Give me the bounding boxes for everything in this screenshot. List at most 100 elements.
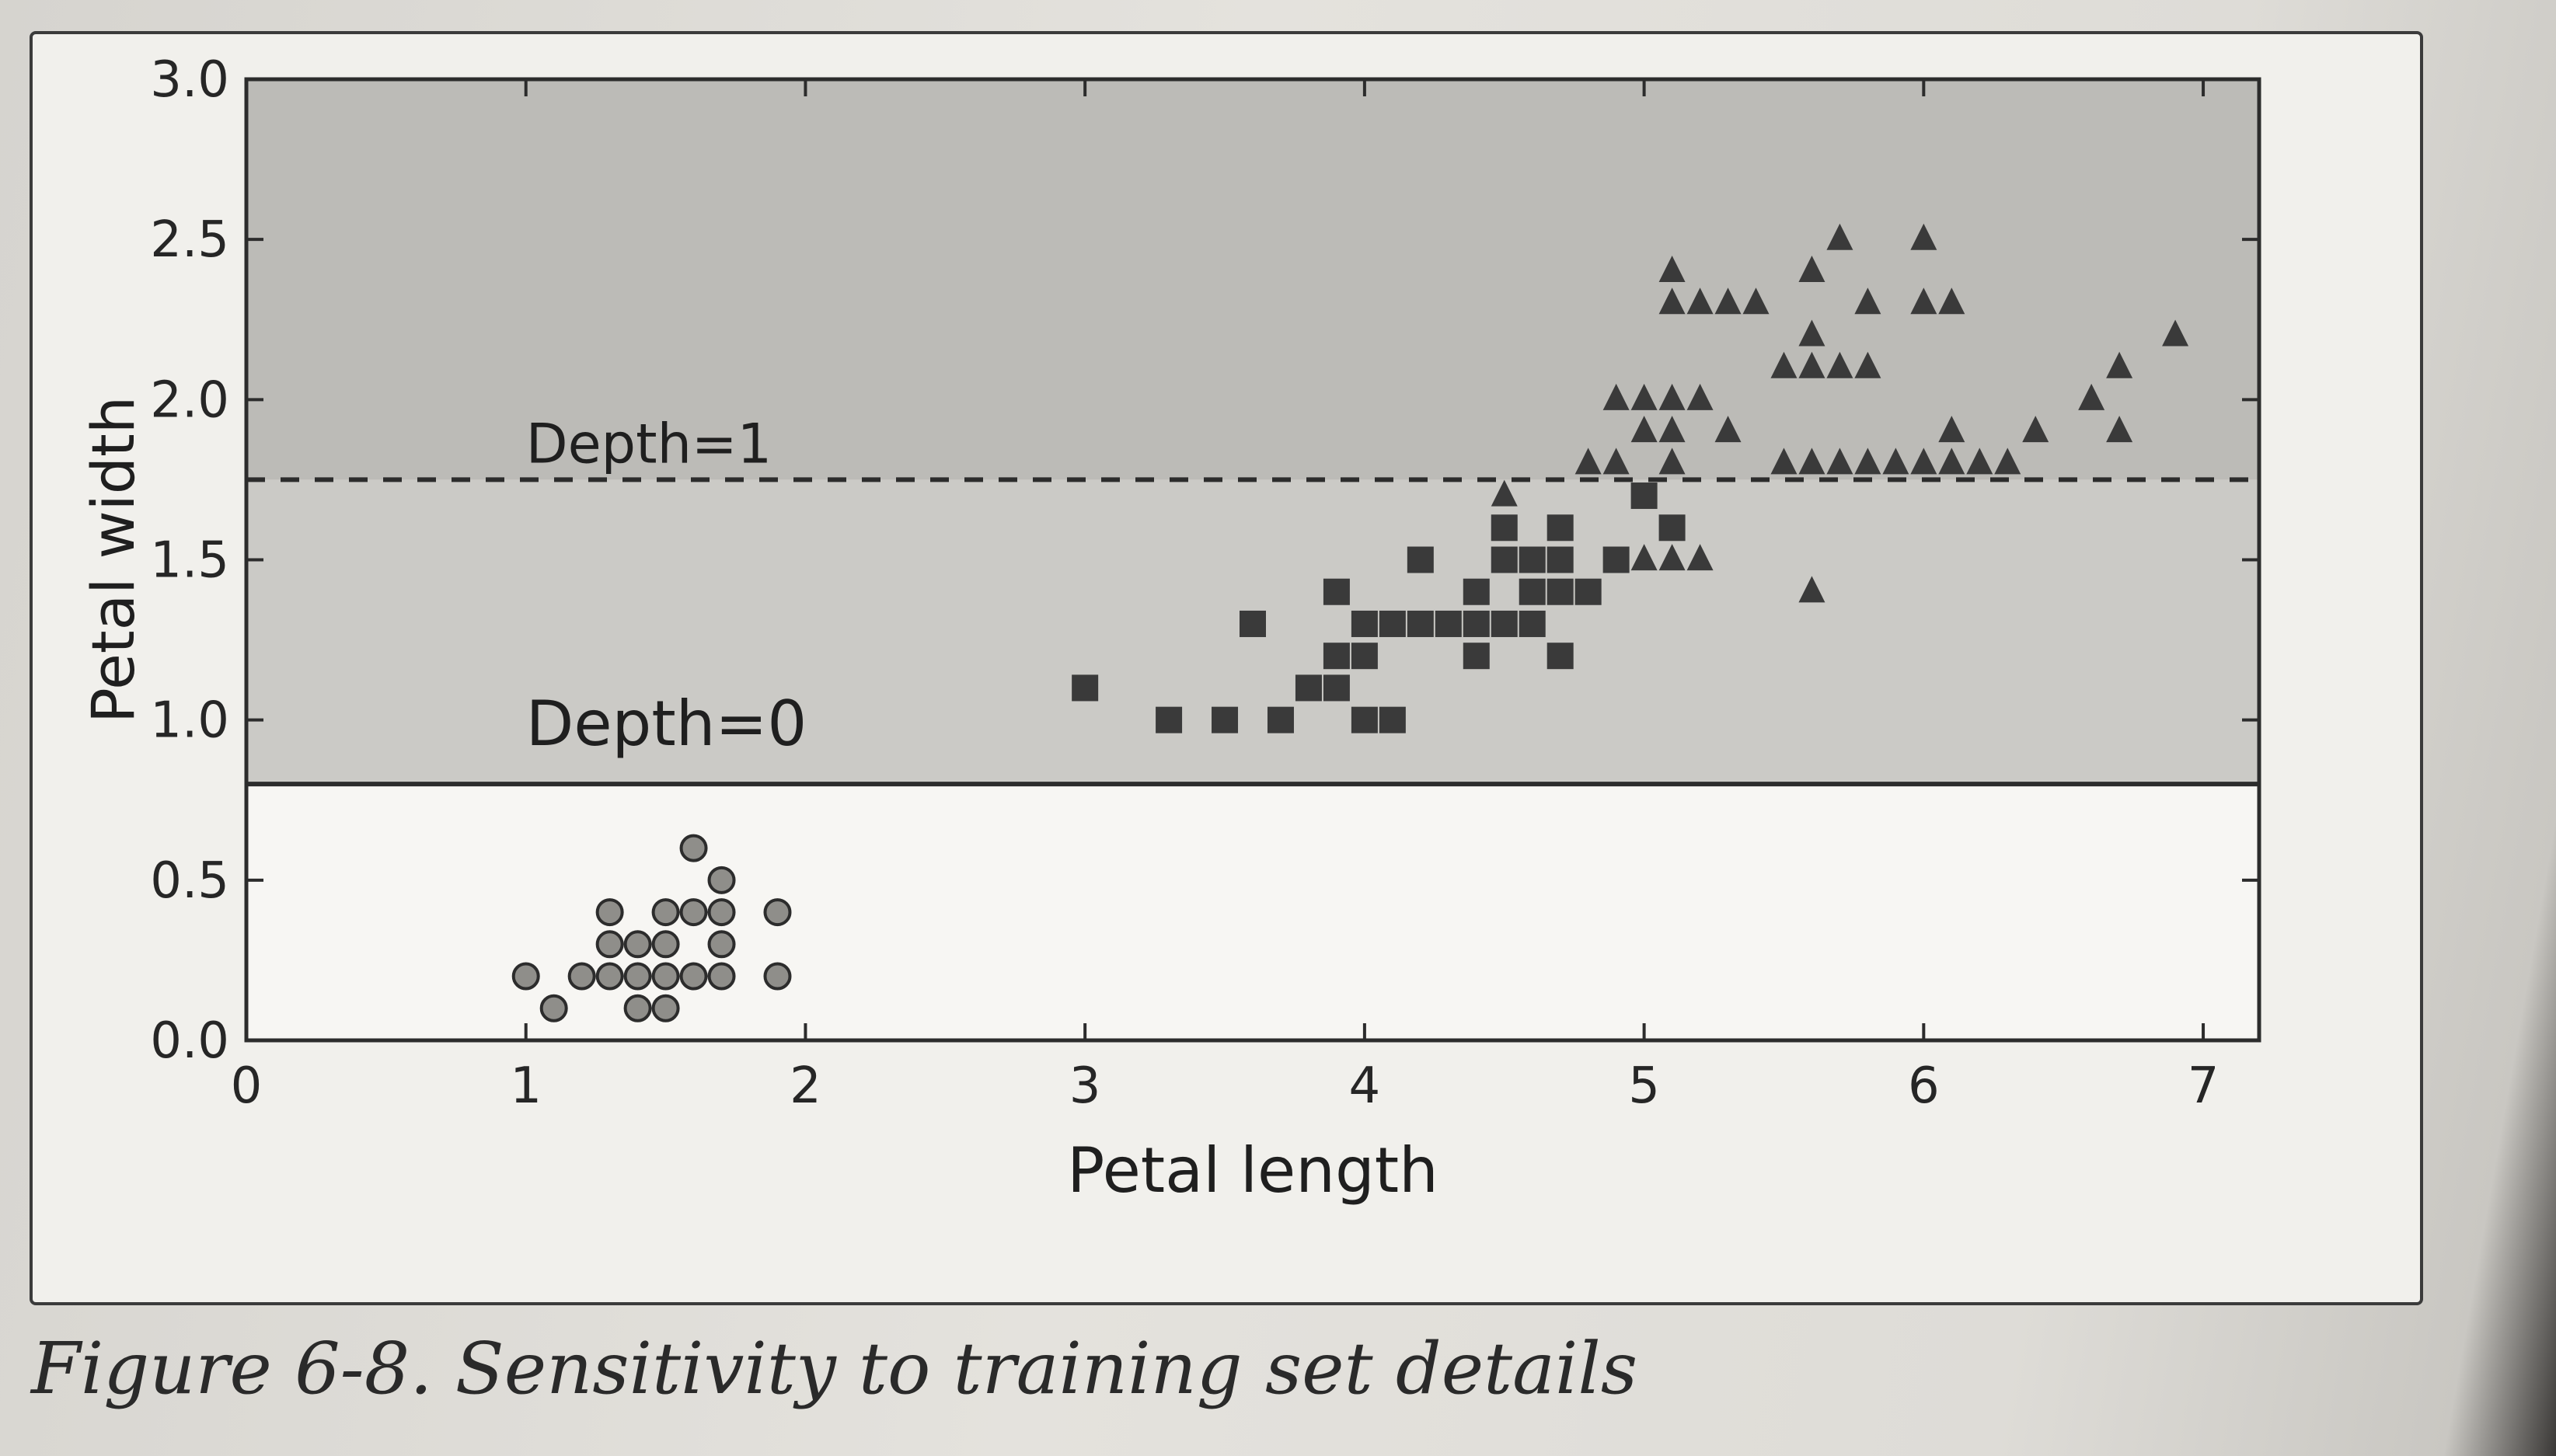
circle-point [595, 930, 624, 959]
triangle-point [1938, 416, 1965, 443]
square-point [1212, 706, 1239, 733]
region-0 [246, 784, 2259, 1040]
region-2 [246, 79, 2259, 480]
square-point [1156, 706, 1183, 733]
x-tick-label: 4 [1349, 1057, 1381, 1115]
triangle-point [1854, 287, 1881, 315]
circle-point [651, 962, 680, 991]
circle-point [707, 962, 736, 991]
triangle-point [1770, 351, 1798, 378]
square-point [1491, 514, 1518, 542]
y-tick-label: 0.5 [150, 852, 229, 910]
triangle-point [1910, 287, 1937, 315]
circle-point [763, 962, 792, 991]
triangle-point [1854, 448, 1881, 475]
x-tick-label: 3 [1069, 1057, 1101, 1115]
triangle-point [1630, 544, 1658, 571]
circle-point [679, 898, 708, 927]
square-point [1323, 578, 1350, 605]
triangle-point [1798, 256, 1825, 282]
series-triangle [1491, 223, 2189, 603]
circle-point [679, 962, 708, 991]
circle-point [595, 898, 624, 927]
circle-point [707, 930, 736, 959]
square-point [1547, 578, 1574, 605]
square-point [1630, 482, 1658, 510]
triangle-point [1938, 287, 1965, 315]
x-tick-label: 6 [1908, 1057, 1940, 1115]
triangle-point [1798, 448, 1825, 475]
boundary-label-depth-1: Depth=1 [526, 412, 772, 475]
square-point [1240, 610, 1266, 637]
circle-point [707, 866, 736, 894]
square-point [1072, 674, 1099, 702]
triangle-point [1686, 544, 1714, 571]
square-point [1519, 610, 1546, 637]
triangle-point [1658, 544, 1686, 571]
triangle-point [1770, 448, 1798, 475]
square-point [1267, 706, 1294, 733]
square-point [1463, 610, 1490, 637]
circle-point [651, 994, 680, 1022]
circle-point [567, 962, 596, 991]
boundary-label-depth-0: Depth=0 [526, 688, 807, 760]
y-tick-label: 2.0 [150, 371, 229, 429]
x-tick-label: 5 [1628, 1057, 1660, 1115]
circle-point [511, 962, 540, 991]
triangle-point [1574, 448, 1602, 475]
square-point [1323, 643, 1350, 670]
triangle-point [1742, 287, 1770, 315]
triangle-point [1966, 448, 1993, 475]
square-point [1463, 643, 1490, 670]
x-tick-label: 2 [790, 1057, 821, 1115]
triangle-point [1602, 448, 1630, 475]
circle-point [623, 994, 652, 1022]
figure-frame: Depth=0 Depth=1 0 1 2 3 4 5 6 7 0.0 0.5 1.0 1.5 2.0 2.5… [30, 31, 2423, 1305]
triangle-point [1882, 448, 1909, 475]
circle-point [623, 962, 652, 991]
triangle-point [1658, 256, 1686, 282]
square-point [1351, 610, 1378, 637]
square-point [1519, 546, 1546, 573]
square-point [1463, 578, 1490, 605]
circle-point [595, 962, 624, 991]
triangle-point [1910, 448, 1937, 475]
square-point [1547, 546, 1574, 573]
triangle-point [1658, 287, 1686, 315]
triangle-point [1491, 479, 1518, 507]
triangle-point [1714, 287, 1742, 315]
triangle-point [2106, 351, 2133, 378]
triangle-point [1826, 448, 1853, 475]
y-tick-label: 1.0 [150, 692, 229, 750]
triangle-point [2106, 416, 2133, 443]
y-axis-label: Petal width [78, 396, 148, 723]
square-point [1491, 546, 1518, 573]
x-tick-label: 0 [231, 1057, 263, 1115]
square-point [1379, 610, 1406, 637]
circle-point [679, 834, 708, 862]
triangle-point [1630, 416, 1658, 443]
y-tick-label: 2.5 [150, 211, 229, 269]
x-axis-label: Petal length [1067, 1134, 1438, 1207]
triangle-point [1938, 448, 1965, 475]
circle-point [539, 994, 568, 1022]
triangle-point [1602, 383, 1630, 410]
triangle-point [1686, 383, 1714, 410]
x-tick-label: 7 [2188, 1057, 2220, 1115]
square-point [1574, 578, 1602, 605]
triangle-point [1798, 319, 1825, 347]
series-square [1072, 482, 1686, 733]
triangle-point [1826, 223, 1853, 250]
triangle-point [1826, 351, 1853, 378]
square-point [1407, 546, 1434, 573]
decision-boundary-chart: Depth=0 Depth=1 0 1 2 3 4 5 6 7 0.0 0.5 1.0 1.5 2.0 2.5… [78, 51, 2261, 1207]
square-point [1602, 546, 1630, 573]
circle-point [707, 898, 736, 927]
square-point [1407, 610, 1434, 637]
triangle-point [1686, 287, 1714, 315]
square-point [1379, 706, 1406, 733]
circle-point [763, 898, 792, 927]
triangle-point [2022, 416, 2049, 443]
triangle-point [1798, 351, 1825, 378]
